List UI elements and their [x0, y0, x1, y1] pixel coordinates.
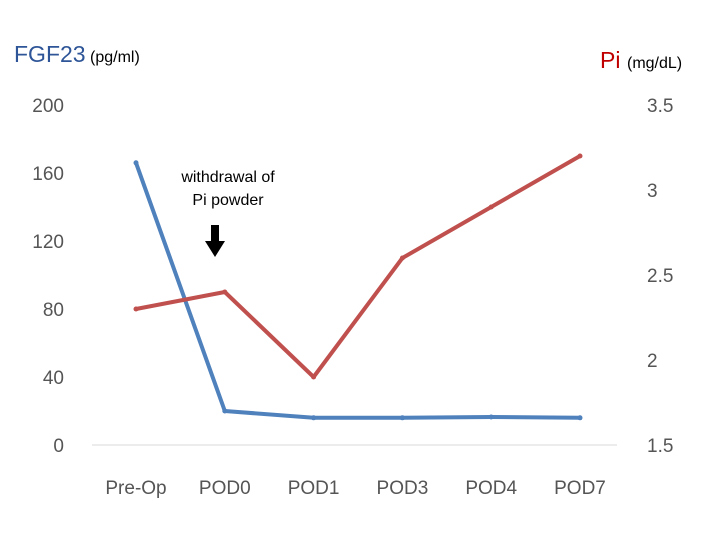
right-tick-label: 1.5	[647, 436, 673, 457]
data-point-pi	[577, 153, 583, 159]
right-axis-title: Pi	[600, 47, 620, 73]
data-point-pi	[311, 374, 317, 380]
x-category-label: POD4	[465, 478, 517, 499]
data-point-fgf23	[222, 408, 228, 414]
x-category-label: POD1	[288, 478, 340, 499]
left-tick-label: 160	[32, 164, 64, 185]
data-point-fgf23	[488, 414, 494, 420]
data-point-fgf23	[577, 415, 583, 421]
x-category-label: POD7	[554, 478, 606, 499]
data-point-pi	[133, 306, 139, 312]
data-point-pi	[222, 289, 228, 295]
data-point-pi	[488, 204, 494, 210]
left-tick-label: 80	[43, 300, 64, 321]
right-tick-label: 2	[647, 351, 658, 372]
x-category-label: Pre-Op	[105, 478, 166, 499]
data-point-fgf23	[133, 160, 139, 166]
annotation-line1: withdrawal of	[180, 169, 275, 186]
left-tick-label: 0	[53, 436, 64, 457]
x-category-label: POD3	[377, 478, 429, 499]
right-axis-unit: (mg/dL)	[627, 55, 682, 72]
right-tick-label: 3	[647, 181, 658, 202]
left-tick-label: 40	[43, 368, 64, 389]
series-line-fgf23	[134, 160, 582, 420]
x-category-label: POD0	[199, 478, 251, 499]
left-axis-title: FGF23	[14, 41, 86, 67]
annotation-line2: Pi powder	[192, 192, 264, 209]
series-line-pi	[134, 154, 582, 379]
data-point-fgf23	[311, 415, 317, 421]
left-axis-unit: (pg/ml)	[90, 49, 140, 66]
down-arrow-icon	[205, 225, 225, 257]
left-tick-label: 120	[32, 232, 64, 253]
data-point-fgf23	[399, 415, 405, 421]
right-tick-label: 3.5	[647, 96, 673, 117]
data-point-pi	[399, 255, 405, 261]
right-tick-label: 2.5	[647, 266, 673, 287]
left-tick-label: 200	[32, 96, 64, 117]
